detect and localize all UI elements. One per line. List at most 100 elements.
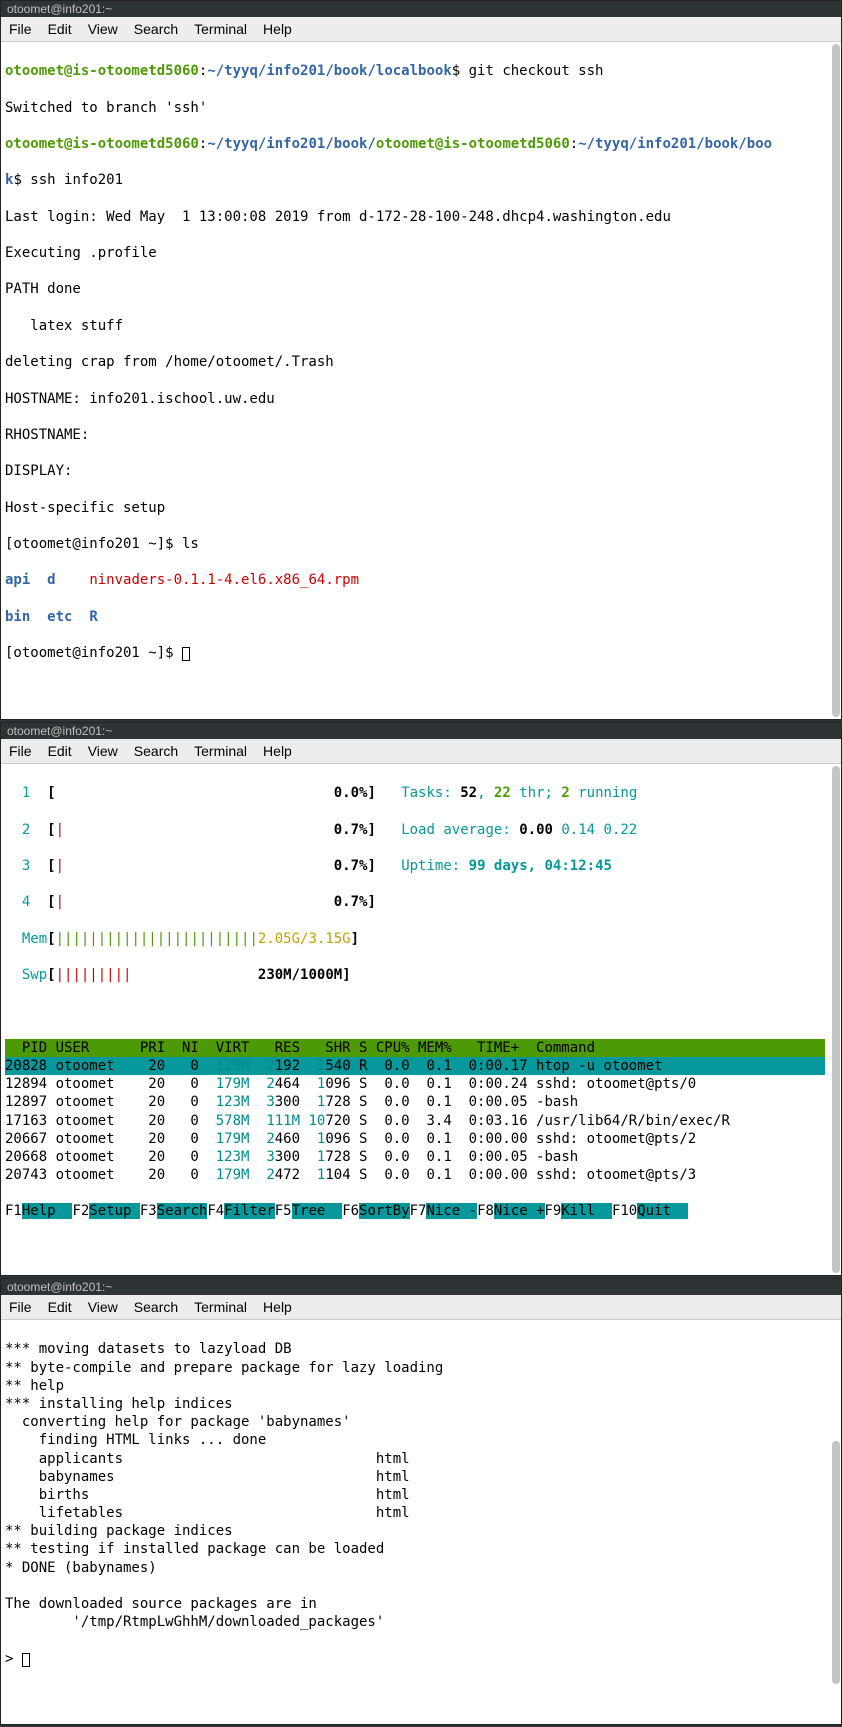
process-row[interactable]: 20667 otoomet 20 0 179M 2460 1096 S 0.0 … (5, 1130, 837, 1148)
terminal-body-3[interactable]: *** moving datasets to lazyload DB** byt… (1, 1320, 841, 1724)
menu-edit[interactable]: Edit (48, 1299, 72, 1315)
cpu-num: 4 (22, 894, 30, 910)
swp-row: Swp[||||||||| 230M/1000M] (5, 966, 837, 984)
process-row[interactable]: 17163 otoomet 20 0 578M 111M 10720 S 0.0… (5, 1112, 837, 1130)
menubar-2[interactable]: File Edit View Search Terminal Help (1, 739, 841, 764)
cursor-icon (182, 647, 190, 661)
terminal-window-1: otoomet@info201:~ File Edit View Search … (0, 0, 842, 720)
prompt: [otoomet@info201 ~]$ (5, 645, 182, 661)
menubar-3[interactable]: File Edit View Search Terminal Help (1, 1295, 841, 1320)
menu-help[interactable]: Help (263, 1299, 292, 1315)
ls-api: api (5, 572, 30, 588)
title-text-1: otoomet@info201:~ (7, 2, 112, 16)
cpu-pct: 0.7% (334, 858, 368, 874)
terminal-window-3: otoomet@info201:~ File Edit View Search … (0, 1278, 842, 1725)
process-row[interactable]: 20828 otoomet 20 0 129M 2192 1540 R 0.0 … (5, 1057, 837, 1075)
menu-terminal[interactable]: Terminal (194, 743, 247, 759)
menu-terminal[interactable]: Terminal (194, 21, 247, 37)
output-line: finding HTML links ... done (5, 1431, 837, 1449)
line: [otoomet@info201 ~]$ ls (5, 535, 837, 553)
titlebar-2[interactable]: otoomet@info201:~ (1, 723, 841, 739)
output-line: '/tmp/RtmpLwGhhM/downloaded_packages' (5, 1613, 837, 1631)
scrollbar-2[interactable] (832, 766, 840, 1273)
output-line: *** moving datasets to lazyload DB (5, 1340, 837, 1358)
load-label: Load average: (401, 822, 519, 838)
menu-terminal[interactable]: Terminal (194, 1299, 247, 1315)
menu-view[interactable]: View (88, 743, 118, 759)
scrollbar-1[interactable] (832, 44, 840, 717)
output-line: * DONE (babynames) (5, 1559, 837, 1577)
load-1: 0.00 (519, 822, 553, 838)
output-line: converting help for package 'babynames' (5, 1413, 837, 1431)
prompt-user: otoomet@is-otoometd5060 (5, 63, 199, 79)
output-line: ** byte-compile and prepare package for … (5, 1359, 837, 1377)
load-rest: 0.14 0.22 (553, 822, 637, 838)
line: PATH done (5, 280, 837, 298)
process-header[interactable]: PID USER PRI NI VIRT RES SHR S CPU% MEM%… (5, 1039, 825, 1057)
cpu-num: 3 (22, 858, 30, 874)
swp-val: 230M/1000M (258, 967, 342, 983)
line: HOSTNAME: info201.ischool.uw.edu (5, 390, 837, 408)
menu-file[interactable]: File (9, 743, 32, 759)
terminal-body-1[interactable]: otoomet@is-otoometd5060:~/tyyq/info201/b… (1, 42, 841, 719)
titlebar-3[interactable]: otoomet@info201:~ (1, 1279, 841, 1295)
cpu-pct: 0.7% (334, 822, 368, 838)
cpu-pct: 0.7% (334, 894, 368, 910)
output-line: ** building package indices (5, 1522, 837, 1540)
ls-row-2: bin etc R (5, 608, 837, 626)
menu-search[interactable]: Search (134, 21, 178, 37)
cursor-icon (22, 1653, 30, 1667)
cpu-row-4: 4 [| 0.7%] (5, 893, 837, 911)
prompt-line: > (5, 1650, 837, 1668)
cpu-row-3: 3 [| 0.7%] Uptime: 99 days, 04:12:45 (5, 857, 837, 875)
output-line: ** help (5, 1377, 837, 1395)
output-lines: *** moving datasets to lazyload DB** byt… (5, 1340, 837, 1631)
cpu-row-2: 2 [| 0.7%] Load average: 0.00 0.14 0.22 (5, 821, 837, 839)
process-list: 20828 otoomet 20 0 129M 2192 1540 R 0.0 … (5, 1057, 837, 1184)
tasks-thr-n: 22 (494, 785, 511, 801)
line: latex stuff (5, 317, 837, 335)
title-text-3: otoomet@info201:~ (7, 1280, 112, 1294)
menubar-1[interactable]: File Edit View Search Terminal Help (1, 17, 841, 42)
line: deleting crap from /home/otoomet/.Trash (5, 353, 837, 371)
ls-etc: etc (47, 609, 72, 625)
process-row[interactable]: 20668 otoomet 20 0 123M 3300 1728 S 0.0 … (5, 1148, 837, 1166)
line: otoomet@is-otoometd5060:~/tyyq/info201/b… (5, 62, 837, 80)
menu-view[interactable]: View (88, 21, 118, 37)
cpu-pct: 0.0% (334, 785, 368, 801)
prompt-user: otoomet@is-otoometd5060 (5, 136, 199, 152)
line: Host-specific setup (5, 499, 837, 517)
prompt-path: ~/tyyq/info201/book/boo (578, 136, 772, 152)
cmd: $ git checkout ssh (452, 63, 604, 79)
menu-edit[interactable]: Edit (48, 21, 72, 37)
menu-file[interactable]: File (9, 21, 32, 37)
tasks-n: 52 (460, 785, 477, 801)
swp-label: Swp (22, 967, 47, 983)
menu-view[interactable]: View (88, 1299, 118, 1315)
menu-help[interactable]: Help (263, 743, 292, 759)
prompt-path: ~/tyyq/info201/book/ (207, 136, 376, 152)
titlebar-1[interactable]: otoomet@info201:~ (1, 1, 841, 17)
line: Last login: Wed May 1 13:00:08 2019 from… (5, 208, 837, 226)
prompt-user: otoomet@is-otoometd5060 (376, 136, 570, 152)
line: RHOSTNAME: (5, 426, 837, 444)
scrollbar-3[interactable] (832, 1441, 840, 1683)
output-line: The downloaded source packages are in (5, 1595, 837, 1613)
prompt-line: [otoomet@info201 ~]$ (5, 644, 837, 662)
process-row[interactable]: 12894 otoomet 20 0 179M 2464 1096 S 0.0 … (5, 1075, 837, 1093)
menu-search[interactable]: Search (134, 1299, 178, 1315)
menu-help[interactable]: Help (263, 21, 292, 37)
line: otoomet@is-otoometd5060:~/tyyq/info201/b… (5, 135, 837, 153)
process-row[interactable]: 20743 otoomet 20 0 179M 2472 1104 S 0.0 … (5, 1166, 837, 1184)
menu-edit[interactable]: Edit (48, 743, 72, 759)
ls-r: R (89, 609, 97, 625)
menu-file[interactable]: File (9, 1299, 32, 1315)
cpu-num: 1 (22, 785, 30, 801)
output-line: lifetables html (5, 1504, 837, 1522)
terminal-body-2[interactable]: 1 [ 0.0%] Tasks: 52, 22 thr; 2 running 2… (1, 764, 841, 1275)
menu-search[interactable]: Search (134, 743, 178, 759)
uptime-val: 99 days, 04:12:45 (469, 858, 612, 874)
tasks-label: Tasks: (401, 785, 460, 801)
output-line: babynames html (5, 1468, 837, 1486)
process-row[interactable]: 12897 otoomet 20 0 123M 3300 1728 S 0.0 … (5, 1093, 837, 1111)
